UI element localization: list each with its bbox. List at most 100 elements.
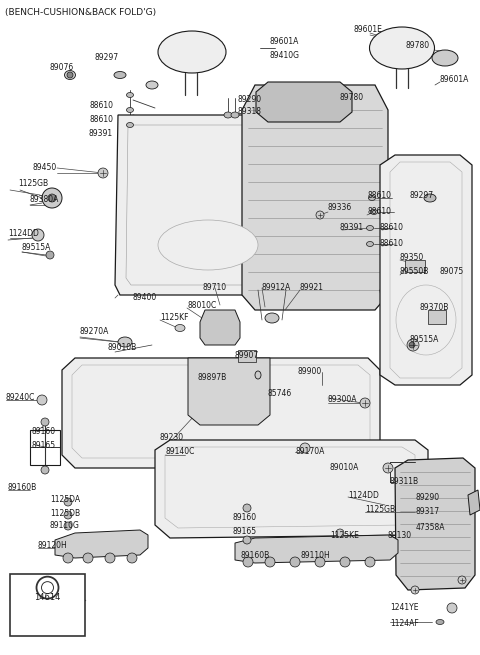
Polygon shape: [155, 440, 428, 538]
Circle shape: [316, 211, 324, 219]
Circle shape: [383, 463, 393, 473]
Text: 89601A: 89601A: [270, 37, 300, 47]
Ellipse shape: [127, 92, 133, 98]
Text: 89010B: 89010B: [108, 343, 137, 352]
Ellipse shape: [369, 195, 375, 200]
Circle shape: [41, 418, 49, 426]
Polygon shape: [115, 115, 300, 295]
Circle shape: [265, 557, 275, 567]
Polygon shape: [468, 490, 480, 515]
Circle shape: [37, 395, 47, 405]
Text: 89900: 89900: [298, 367, 322, 377]
Text: 89515A: 89515A: [410, 335, 439, 345]
Text: 89297: 89297: [95, 54, 119, 62]
Circle shape: [98, 168, 108, 178]
Text: 89165: 89165: [32, 441, 56, 449]
Text: 89297: 89297: [410, 191, 434, 200]
Circle shape: [64, 498, 72, 506]
Bar: [405, 260, 425, 272]
Text: 88610: 88610: [380, 223, 404, 233]
Polygon shape: [390, 162, 462, 378]
Polygon shape: [55, 530, 148, 558]
Text: 1125GB: 1125GB: [365, 506, 395, 514]
Text: 47358A: 47358A: [416, 523, 445, 531]
Text: 89230: 89230: [160, 434, 184, 443]
Text: 89921: 89921: [300, 284, 324, 293]
Text: 89240C: 89240C: [6, 394, 36, 403]
Text: 89410G: 89410G: [270, 50, 300, 60]
Circle shape: [63, 553, 73, 563]
Polygon shape: [62, 358, 380, 468]
Ellipse shape: [367, 242, 373, 246]
Text: 89160: 89160: [32, 428, 56, 436]
Text: 89336: 89336: [328, 204, 352, 212]
Circle shape: [243, 504, 251, 512]
Polygon shape: [188, 358, 270, 425]
Text: 88610: 88610: [89, 115, 113, 124]
Circle shape: [67, 72, 73, 78]
Text: 89515A: 89515A: [22, 244, 51, 252]
Circle shape: [365, 557, 375, 567]
Circle shape: [340, 557, 350, 567]
Text: 89160: 89160: [233, 514, 257, 523]
Text: 89897B: 89897B: [197, 373, 227, 383]
Circle shape: [409, 342, 415, 348]
Circle shape: [46, 251, 54, 259]
Circle shape: [41, 582, 53, 593]
Ellipse shape: [396, 285, 456, 355]
Circle shape: [32, 229, 44, 241]
Circle shape: [105, 553, 115, 563]
Text: 88610: 88610: [367, 191, 391, 200]
Text: 89391: 89391: [340, 223, 364, 233]
Bar: [428, 310, 446, 324]
Polygon shape: [380, 270, 430, 360]
Circle shape: [411, 586, 419, 594]
Polygon shape: [395, 458, 475, 590]
Circle shape: [407, 339, 419, 351]
Text: 88010C: 88010C: [187, 301, 216, 310]
Polygon shape: [72, 365, 370, 458]
Text: 89270A: 89270A: [80, 328, 109, 337]
Ellipse shape: [231, 112, 239, 118]
Circle shape: [127, 553, 137, 563]
Text: 89780: 89780: [406, 41, 430, 50]
Ellipse shape: [114, 71, 126, 79]
Ellipse shape: [424, 194, 436, 202]
Circle shape: [458, 576, 466, 584]
Text: 1125KE: 1125KE: [330, 531, 359, 540]
Text: 1125DB: 1125DB: [50, 508, 80, 517]
Polygon shape: [165, 447, 415, 528]
Text: (BENCH-CUSHION&BACK FOLD'G): (BENCH-CUSHION&BACK FOLD'G): [5, 7, 156, 16]
Text: 89380A: 89380A: [30, 195, 60, 204]
Ellipse shape: [371, 210, 377, 214]
Circle shape: [36, 576, 59, 599]
Text: 88610: 88610: [380, 240, 404, 248]
Text: 89170A: 89170A: [295, 447, 324, 457]
Circle shape: [243, 536, 251, 544]
Ellipse shape: [175, 324, 185, 331]
Ellipse shape: [158, 220, 258, 270]
Ellipse shape: [146, 81, 158, 89]
Text: 89912A: 89912A: [262, 284, 291, 293]
Text: 1125DA: 1125DA: [50, 495, 80, 504]
Circle shape: [300, 443, 310, 453]
Polygon shape: [126, 125, 290, 285]
Text: 89311B: 89311B: [390, 477, 419, 487]
Circle shape: [83, 553, 93, 563]
Text: 89317: 89317: [415, 508, 439, 517]
Text: 1124DD: 1124DD: [348, 491, 379, 500]
Text: 89120H: 89120H: [38, 540, 68, 550]
Ellipse shape: [224, 112, 232, 118]
Circle shape: [64, 511, 72, 519]
Text: 89391: 89391: [89, 128, 113, 138]
Text: 89075: 89075: [440, 267, 464, 276]
Polygon shape: [380, 155, 472, 385]
Ellipse shape: [118, 337, 132, 347]
Circle shape: [336, 529, 344, 537]
Text: 1241YE: 1241YE: [390, 603, 419, 612]
Text: 89450: 89450: [33, 164, 57, 172]
Circle shape: [41, 466, 49, 474]
Ellipse shape: [127, 122, 133, 128]
Circle shape: [315, 557, 325, 567]
Circle shape: [360, 398, 370, 408]
